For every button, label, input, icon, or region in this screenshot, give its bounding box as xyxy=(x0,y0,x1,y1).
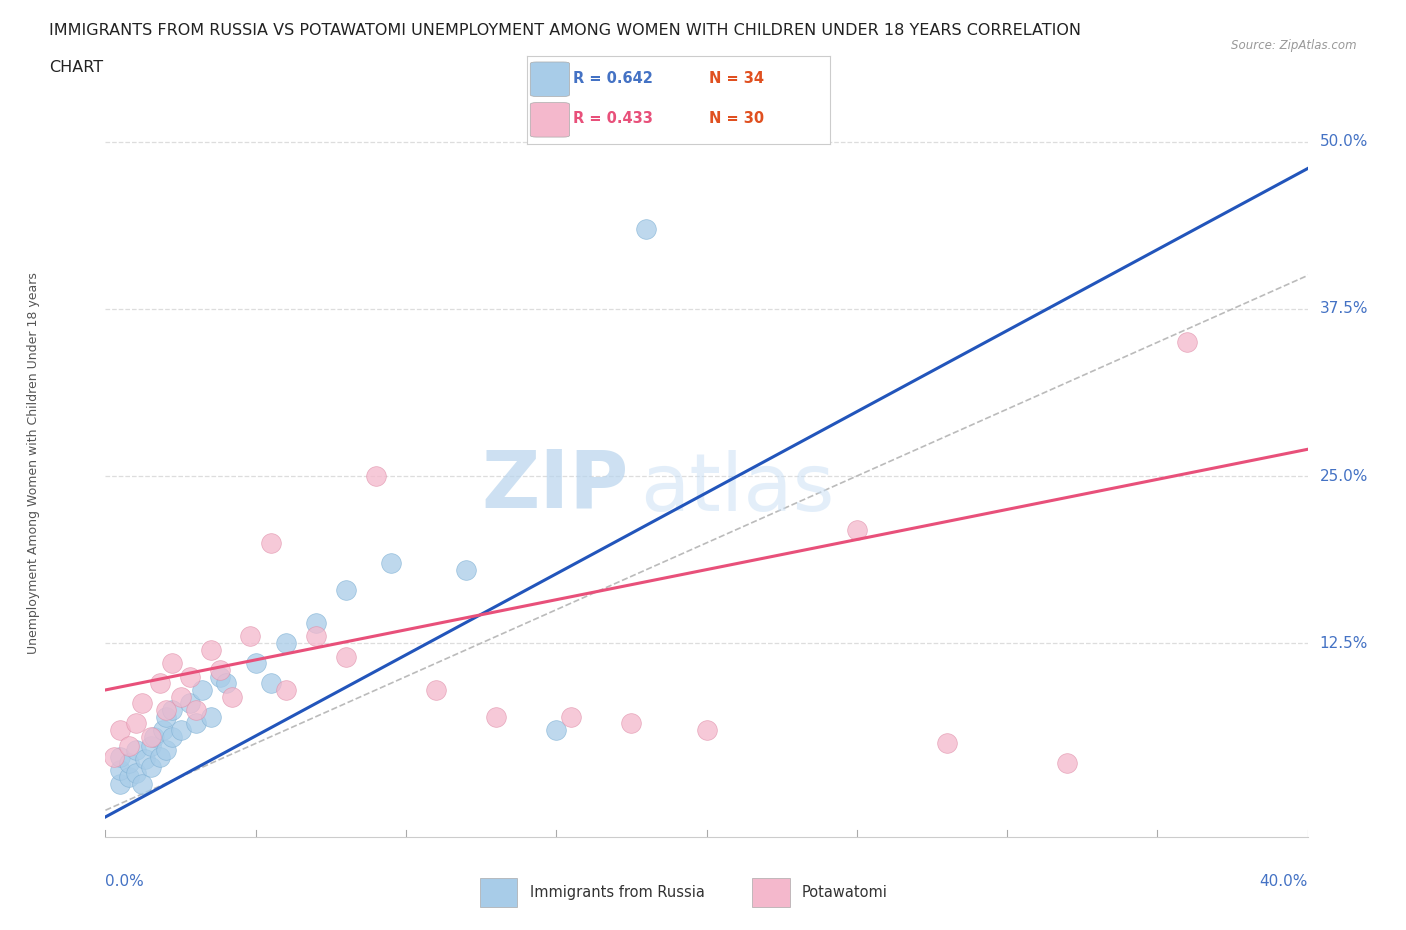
Point xyxy=(239,629,262,644)
Point xyxy=(1175,335,1198,350)
Point xyxy=(208,662,231,677)
Point xyxy=(560,710,582,724)
Point xyxy=(110,723,132,737)
Text: N = 34: N = 34 xyxy=(709,71,763,86)
Point xyxy=(305,616,328,631)
Point xyxy=(152,723,174,737)
Point xyxy=(169,723,191,737)
Text: 50.0%: 50.0% xyxy=(1320,134,1368,150)
Point xyxy=(142,729,165,744)
Point xyxy=(118,738,141,753)
Point xyxy=(636,221,658,236)
Point xyxy=(184,702,207,717)
Text: Potawatomi: Potawatomi xyxy=(801,884,887,900)
Point xyxy=(131,696,153,711)
Point xyxy=(160,702,183,717)
Point xyxy=(260,536,283,551)
Point xyxy=(335,649,357,664)
Text: R = 0.433: R = 0.433 xyxy=(572,112,652,126)
Text: 12.5%: 12.5% xyxy=(1320,635,1368,651)
Point xyxy=(103,750,125,764)
Point xyxy=(245,656,267,671)
Point xyxy=(155,710,177,724)
Point xyxy=(160,729,183,744)
Point xyxy=(425,683,447,698)
Point xyxy=(110,763,132,777)
Point xyxy=(139,738,162,753)
Point xyxy=(134,752,156,767)
Text: 0.0%: 0.0% xyxy=(105,874,145,889)
Point xyxy=(260,676,283,691)
Point xyxy=(845,522,868,537)
Point xyxy=(148,676,170,691)
Point xyxy=(160,656,183,671)
Text: 25.0%: 25.0% xyxy=(1320,469,1368,484)
Point xyxy=(155,743,177,758)
Point xyxy=(139,729,162,744)
Point xyxy=(936,736,959,751)
Text: atlas: atlas xyxy=(640,450,835,528)
Text: 40.0%: 40.0% xyxy=(1260,874,1308,889)
Point xyxy=(169,689,191,704)
Bar xyxy=(752,878,790,907)
Text: 37.5%: 37.5% xyxy=(1320,301,1368,316)
Text: IMMIGRANTS FROM RUSSIA VS POTAWATOMI UNEMPLOYMENT AMONG WOMEN WITH CHILDREN UNDE: IMMIGRANTS FROM RUSSIA VS POTAWATOMI UNE… xyxy=(49,23,1081,38)
Text: R = 0.642: R = 0.642 xyxy=(572,71,652,86)
Point xyxy=(118,769,141,784)
Point xyxy=(148,750,170,764)
Point xyxy=(214,676,236,691)
Text: N = 30: N = 30 xyxy=(709,112,763,126)
Point xyxy=(200,710,222,724)
Bar xyxy=(481,878,517,907)
Point xyxy=(274,683,297,698)
Text: Source: ZipAtlas.com: Source: ZipAtlas.com xyxy=(1232,39,1357,52)
Point xyxy=(131,776,153,790)
Point xyxy=(124,765,146,780)
Point xyxy=(190,683,212,698)
Point xyxy=(124,716,146,731)
Text: Unemployment Among Women with Children Under 18 years: Unemployment Among Women with Children U… xyxy=(27,272,39,654)
Point xyxy=(1056,756,1078,771)
Text: ZIP: ZIP xyxy=(481,446,628,525)
Point xyxy=(179,670,201,684)
Point xyxy=(179,696,201,711)
Point xyxy=(380,555,402,570)
Point xyxy=(208,670,231,684)
Point xyxy=(274,636,297,651)
Point xyxy=(155,702,177,717)
Text: Immigrants from Russia: Immigrants from Russia xyxy=(530,884,704,900)
Point xyxy=(364,469,387,484)
Point xyxy=(454,562,477,577)
Point xyxy=(305,629,328,644)
FancyBboxPatch shape xyxy=(530,62,569,97)
Point xyxy=(184,716,207,731)
Point xyxy=(335,582,357,597)
Point xyxy=(139,760,162,775)
Point xyxy=(200,643,222,658)
Point xyxy=(124,743,146,758)
Point xyxy=(620,716,643,731)
Point xyxy=(110,750,132,764)
FancyBboxPatch shape xyxy=(530,102,569,137)
Point xyxy=(118,756,141,771)
Text: CHART: CHART xyxy=(49,60,103,75)
Point xyxy=(110,776,132,790)
Point xyxy=(485,710,508,724)
Point xyxy=(696,723,718,737)
Point xyxy=(221,689,243,704)
Point xyxy=(546,723,568,737)
